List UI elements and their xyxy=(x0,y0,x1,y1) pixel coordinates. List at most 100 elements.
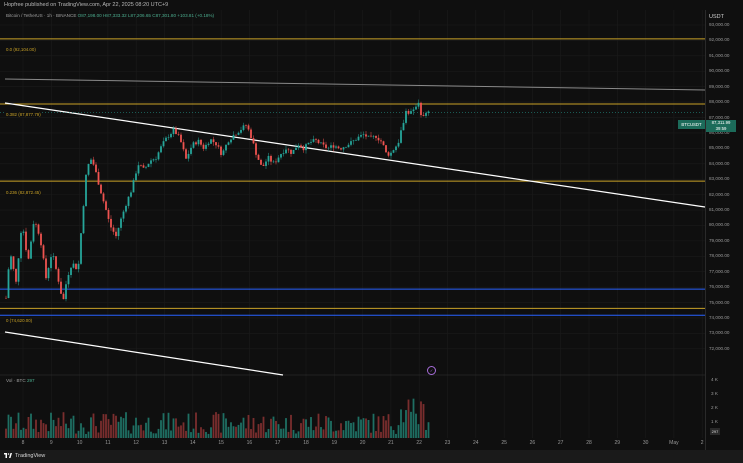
candle-body xyxy=(25,231,27,251)
price-chart[interactable] xyxy=(0,10,705,438)
volume-bar xyxy=(267,428,270,438)
volume-bar xyxy=(162,413,165,438)
candle-body xyxy=(412,109,415,112)
volume-bar xyxy=(410,411,412,438)
volume-bar xyxy=(92,413,95,438)
currency-label: USDT xyxy=(709,14,724,20)
candle-body xyxy=(15,268,17,282)
price-axis-label: 91,000.00 xyxy=(709,52,730,58)
volume-bar xyxy=(100,420,102,438)
volume-bar xyxy=(67,428,70,438)
candle-body xyxy=(47,268,50,279)
candle-body xyxy=(172,128,175,134)
volume-bar xyxy=(152,433,155,438)
volume-legend: Vol · BTC 297 xyxy=(6,378,35,383)
candle-body xyxy=(377,137,380,141)
candle-body xyxy=(120,218,122,228)
volume-bar xyxy=(382,416,385,438)
candle-body xyxy=(90,159,92,164)
candle-body xyxy=(95,164,97,173)
volume-bar xyxy=(82,427,85,438)
price-axis-label: 92,000.00 xyxy=(709,37,730,43)
candle-body xyxy=(195,142,197,145)
price-axis-label: 82,000.00 xyxy=(709,191,730,197)
volume-bar xyxy=(265,432,267,438)
candle-body xyxy=(250,129,252,139)
volume-bar xyxy=(37,432,40,438)
volume-badge[interactable]: 297 xyxy=(710,428,720,435)
candle-body xyxy=(267,155,270,162)
price-axis-label: 85,000.00 xyxy=(709,145,730,151)
candle-body xyxy=(122,211,125,219)
volume-bar xyxy=(90,417,92,438)
volume-bar xyxy=(270,418,272,438)
volume-bar xyxy=(327,417,330,438)
volume-label: Vol · BTC xyxy=(6,378,26,383)
candle-body xyxy=(117,227,120,237)
volume-bar xyxy=(215,412,217,438)
volume-bar xyxy=(210,427,212,438)
volume-bar xyxy=(130,433,132,438)
volume-bar xyxy=(192,428,195,438)
candle-body xyxy=(175,128,177,134)
candle-body xyxy=(420,102,422,116)
candle-body xyxy=(222,150,225,155)
volume-bar xyxy=(117,421,120,438)
candle-body xyxy=(152,159,155,161)
volume-bar xyxy=(65,423,67,438)
candle-body xyxy=(230,139,232,143)
candle-body xyxy=(287,149,290,151)
volume-bar xyxy=(202,429,205,438)
candle-body xyxy=(32,224,35,242)
candle-body xyxy=(180,134,182,143)
volume-bar xyxy=(345,421,347,438)
time-axis-label: 19 xyxy=(331,440,338,446)
candle-body xyxy=(305,144,307,151)
volume-bar xyxy=(27,416,30,438)
volume-bar xyxy=(10,416,12,438)
volume-bar xyxy=(302,418,305,438)
volume-bar xyxy=(262,416,265,438)
price-axis-label: 78,000.00 xyxy=(709,253,730,259)
event-icon[interactable]: ✓ xyxy=(427,366,436,375)
symbol-name: Bitcoin / TetherUS · 1h · BINANCE xyxy=(6,13,77,18)
candle-body xyxy=(127,196,130,206)
candle-body xyxy=(10,256,12,270)
time-axis-label: 11 xyxy=(105,440,111,446)
candle-body xyxy=(307,142,310,145)
volume-bar xyxy=(182,422,185,438)
volume-bar xyxy=(250,429,252,438)
price-axis[interactable] xyxy=(705,10,743,450)
candle-body xyxy=(275,161,277,163)
candle-body xyxy=(7,269,10,298)
candle-body xyxy=(317,139,320,144)
volume-bar xyxy=(142,430,145,438)
volume-bar xyxy=(170,430,172,438)
time-axis-label: 12 xyxy=(133,440,139,446)
candle-body xyxy=(302,147,305,151)
ohlc-values: O87,198.00 H87,333.32 L87,206.65 C87,301… xyxy=(77,13,215,18)
volume-bar xyxy=(97,432,100,438)
volume-bar xyxy=(317,413,320,438)
volume-bar xyxy=(110,424,112,438)
candle-body xyxy=(380,140,382,142)
candle-body xyxy=(12,256,15,269)
candle-body xyxy=(280,154,282,158)
volume-bar xyxy=(17,412,20,438)
volume-bar xyxy=(20,429,22,438)
candle-body xyxy=(405,110,407,123)
volume-bar xyxy=(355,431,357,438)
volume-bar xyxy=(280,428,282,438)
time-axis-label: 2 xyxy=(700,440,704,446)
volume-bar xyxy=(115,415,117,438)
volume-bar xyxy=(112,413,115,438)
candle-body xyxy=(182,142,185,150)
volume-bar xyxy=(42,423,45,438)
candle-body xyxy=(202,144,205,149)
volume-bar xyxy=(22,427,25,438)
volume-bar xyxy=(160,420,162,438)
candle-body xyxy=(190,147,192,154)
volume-bar xyxy=(150,431,152,438)
price-axis-label: 84,000.00 xyxy=(709,160,730,166)
bar-countdown: 39:59 xyxy=(715,126,727,131)
